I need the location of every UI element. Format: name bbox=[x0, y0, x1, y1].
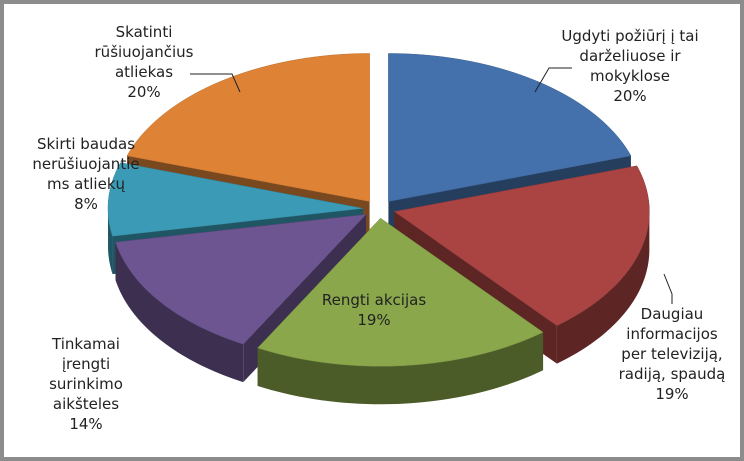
category-label: Skatinti rūšiuojančius atliekas bbox=[94, 23, 194, 81]
data-label: Skatinti rūšiuojančius atliekas 20% bbox=[82, 22, 207, 102]
leader-line bbox=[190, 73, 241, 93]
slice bbox=[393, 165, 650, 326]
slice-side bbox=[115, 242, 244, 383]
leader-line bbox=[663, 273, 673, 304]
data-label: Ugdyti požiūrį į tai darželiuose ir moky… bbox=[555, 26, 705, 106]
value-label: 20% bbox=[613, 87, 647, 105]
slice-side bbox=[257, 332, 544, 405]
slice bbox=[257, 217, 544, 367]
value-label: 8% bbox=[74, 195, 98, 213]
data-label: Skirti baudas nerūšiuojantiems atliekų 8% bbox=[30, 134, 142, 214]
data-label: Rengti akcijas 19% bbox=[294, 290, 454, 330]
pie-canvas bbox=[107, 53, 673, 405]
value-label: 19% bbox=[357, 311, 391, 329]
slice-side bbox=[108, 208, 113, 275]
leader-line bbox=[534, 67, 572, 93]
data-label: Daugiau informacijos per televiziją, rad… bbox=[612, 304, 732, 404]
value-label: 19% bbox=[655, 385, 689, 403]
slice bbox=[126, 53, 370, 202]
slice-side bbox=[556, 211, 650, 364]
slice bbox=[388, 53, 632, 202]
data-label: Tinkamai įrengti surinkimo aikšteles 14% bbox=[31, 334, 141, 434]
slice bbox=[107, 162, 364, 237]
category-label: Ugdyti požiūrį į tai darželiuose ir moky… bbox=[561, 27, 699, 85]
category-label: Skirti baudas nerūšiuojantiems atliekų bbox=[32, 135, 140, 193]
value-label: 20% bbox=[127, 83, 161, 101]
category-label: Daugiau informacijos per televiziją, rad… bbox=[618, 305, 726, 383]
value-label: 14% bbox=[69, 415, 103, 433]
category-label: Tinkamai įrengti surinkimo aikšteles bbox=[49, 335, 123, 413]
category-label: Rengti akcijas bbox=[321, 291, 427, 309]
slice bbox=[115, 214, 367, 345]
